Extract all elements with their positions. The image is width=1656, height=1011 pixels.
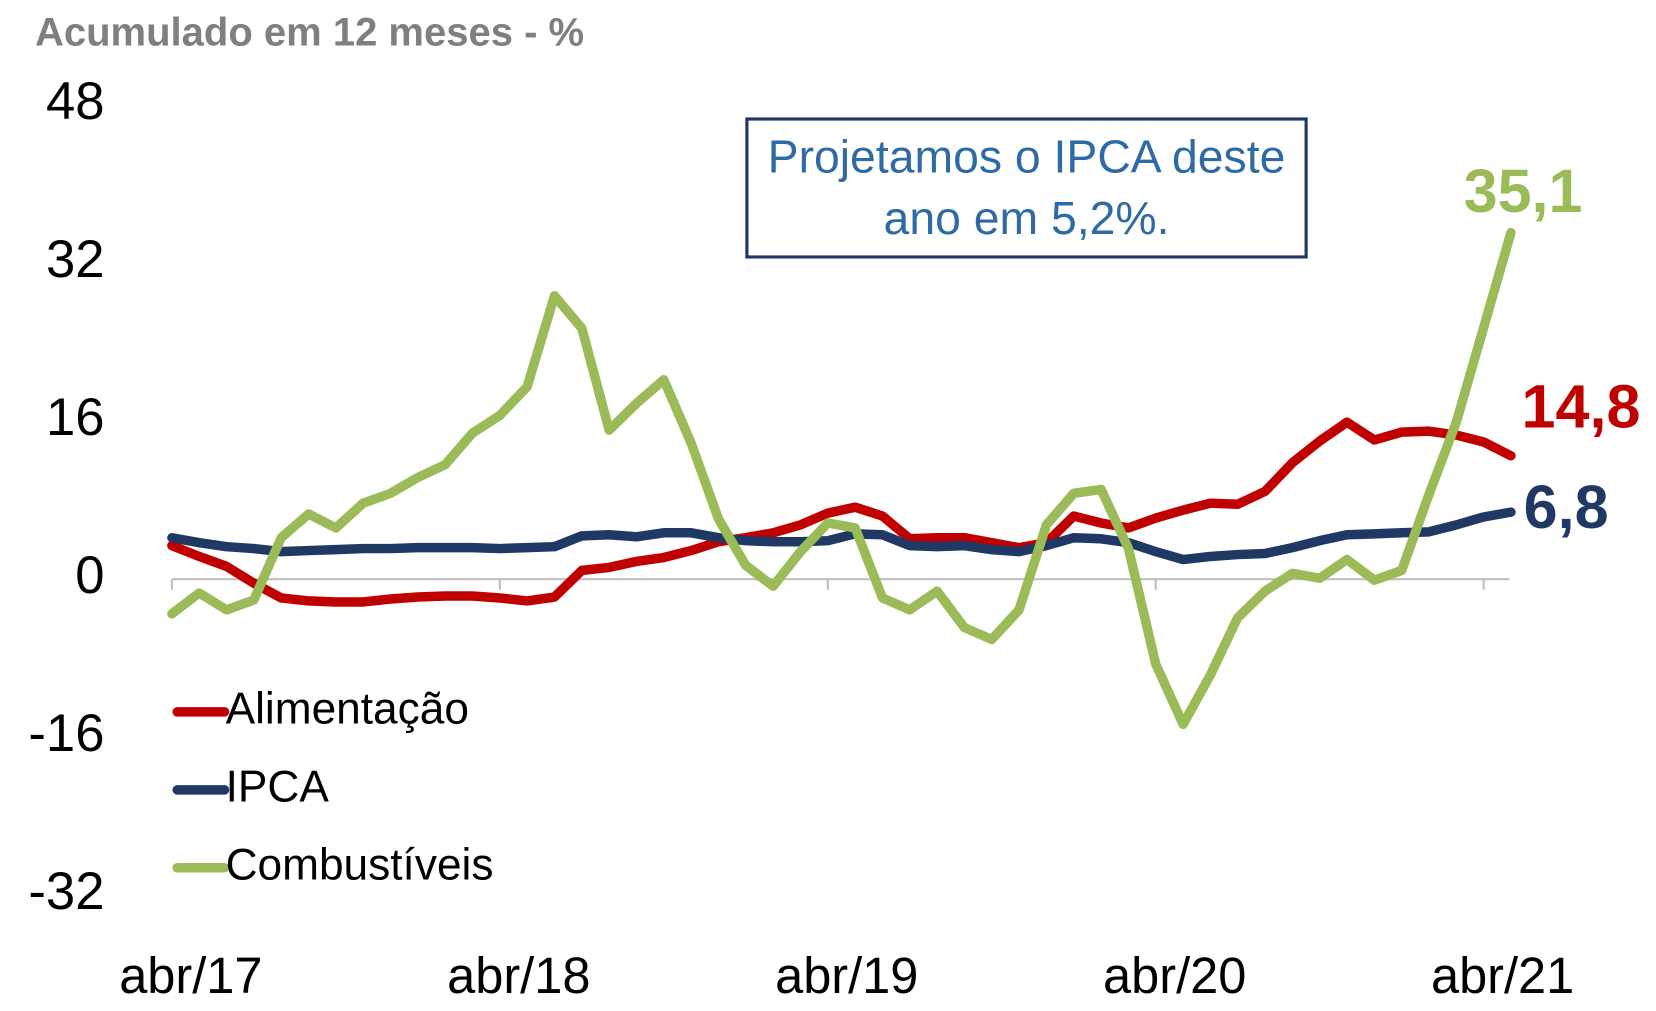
- annotation-wrap: Projetamos o IPCA deste ano em 5,2%.: [767, 131, 1286, 244]
- legend-label: Alimentação: [226, 685, 469, 734]
- legend-label: Combustíveis: [226, 840, 494, 889]
- series-line: [167, 507, 1516, 565]
- x-tick-label: abr/19: [775, 947, 918, 1004]
- x-tick-label: abr/21: [1431, 947, 1574, 1004]
- y-tick-label: 16: [46, 388, 105, 447]
- x-tick-label: abr/17: [119, 947, 262, 1004]
- end-label: 6,8: [1524, 473, 1609, 541]
- series-line: [167, 227, 1516, 730]
- x-tick-label: abr/18: [447, 947, 590, 1004]
- end-label: 14,8: [1522, 373, 1641, 441]
- legend-label: IPCA: [226, 763, 330, 812]
- series-line: [167, 417, 1516, 607]
- chart-title: Acumulado em 12 meses - %: [35, 10, 584, 54]
- end-label: 35,1: [1464, 157, 1583, 225]
- annotation-box: [745, 117, 1308, 259]
- y-tick-label: 48: [46, 72, 105, 131]
- y-tick-label: -16: [28, 704, 104, 763]
- y-tick-label: 32: [46, 230, 105, 289]
- y-tick-label: -32: [28, 862, 104, 921]
- annotation: Projetamos o IPCA deste ano em 5,2%.: [767, 131, 1286, 244]
- y-tick-label: 0: [75, 546, 104, 605]
- x-tick-label: abr/20: [1103, 947, 1246, 1004]
